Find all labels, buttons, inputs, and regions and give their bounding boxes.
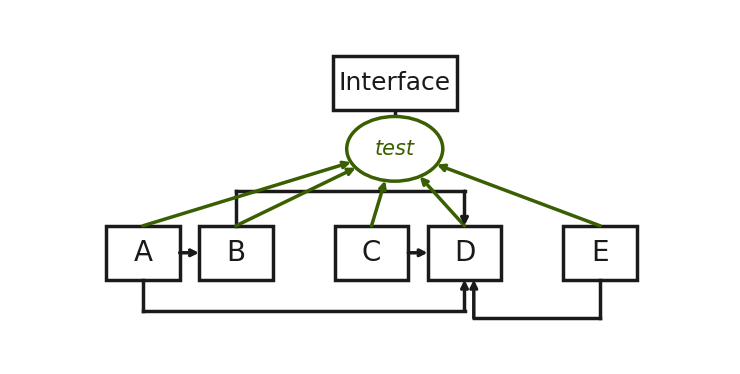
Text: E: E bbox=[591, 239, 609, 267]
Text: C: C bbox=[362, 239, 381, 267]
FancyBboxPatch shape bbox=[199, 226, 272, 280]
FancyBboxPatch shape bbox=[334, 226, 408, 280]
FancyBboxPatch shape bbox=[428, 226, 501, 280]
Text: test: test bbox=[374, 139, 414, 159]
Text: B: B bbox=[226, 239, 246, 267]
FancyBboxPatch shape bbox=[106, 226, 180, 280]
FancyBboxPatch shape bbox=[563, 226, 637, 280]
Text: A: A bbox=[133, 239, 152, 267]
Text: Interface: Interface bbox=[339, 71, 451, 95]
Text: D: D bbox=[454, 239, 475, 267]
FancyBboxPatch shape bbox=[333, 56, 457, 110]
Ellipse shape bbox=[347, 116, 443, 181]
